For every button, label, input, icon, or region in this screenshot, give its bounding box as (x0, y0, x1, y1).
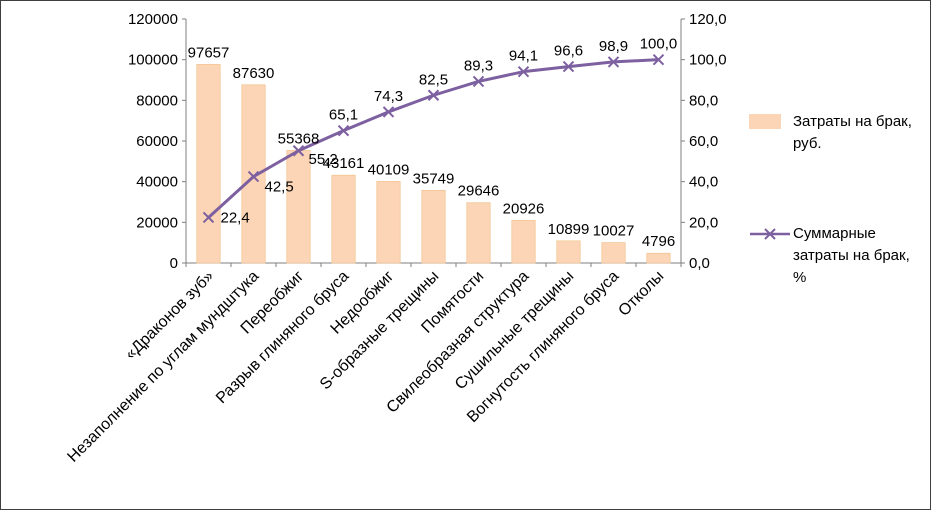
x-marker-icon (472, 75, 485, 88)
cumulative-pct-label: 100,0 (640, 36, 678, 53)
cumulative-pct-label: 82,5 (419, 71, 448, 88)
legend-item-line-series: Суммарные затраты на брак, % (749, 223, 927, 289)
cumulative-pct-label: 89,3 (464, 57, 493, 74)
cumulative-pct-label: 22,4 (221, 209, 250, 226)
bar (556, 240, 581, 264)
bar-value-label: 29646 (458, 183, 500, 200)
x-axis-category-label: Незаполнение по углам мундштука (64, 268, 262, 466)
x-axis-category-label: Отколы (615, 268, 667, 320)
x-marker-icon (517, 65, 530, 78)
x-marker-icon (382, 106, 395, 118)
right-axis-tick-label: 100,0 (689, 52, 727, 69)
x-marker-icon (337, 124, 350, 137)
bar-value-label: 40109 (368, 161, 410, 178)
bar-value-label: 10899 (548, 221, 590, 238)
right-axis-tick-label: 60,0 (689, 133, 718, 150)
legend-label-line-series: Суммарные затраты на брак, % (793, 225, 910, 286)
legend-label-bar-series: Затраты на брак, руб. (793, 113, 912, 152)
bar-value-label: 20926 (503, 200, 545, 217)
right-axis-tick-label: 0,0 (689, 255, 710, 272)
x-marker-icon (292, 145, 305, 157)
right-axis-tick-label: 80,0 (689, 92, 718, 109)
left-axis-tick-label: 40000 (136, 174, 178, 191)
bar (286, 150, 311, 264)
cumulative-pct-label: 94,1 (509, 48, 538, 65)
bar (601, 242, 626, 264)
bar-value-label: 55368 (278, 130, 320, 147)
right-axis-tick-label: 40,0 (689, 174, 718, 191)
cumulative-pct-label: 74,3 (374, 88, 403, 105)
x-marker-icon (607, 56, 620, 68)
bar (196, 64, 221, 264)
cumulative-pct-label: 55,2 (309, 151, 338, 168)
cumulative-pct-label: 96,6 (554, 43, 583, 60)
right-axis-tick-label: 120,0 (689, 11, 727, 28)
line-series-swatch-icon (750, 228, 790, 240)
bar (241, 84, 266, 264)
bar-value-label: 4796 (642, 233, 675, 250)
legend-item-bar-series: Затраты на брак, руб. (749, 111, 927, 155)
bar (331, 174, 356, 264)
x-marker-icon (202, 211, 215, 224)
bar-value-label: 43161 (323, 155, 365, 172)
x-marker-icon (562, 60, 575, 73)
bar (646, 252, 671, 264)
bar (511, 220, 536, 264)
bar (376, 181, 401, 264)
cumulative-pct-label: 98,9 (599, 38, 628, 55)
left-axis-tick-label: 100000 (128, 52, 178, 69)
line-series-swatch-cell (749, 223, 793, 247)
left-axis-tick-label: 20000 (136, 214, 178, 231)
left-axis-tick-label: 60000 (136, 133, 178, 150)
bar (466, 202, 491, 264)
x-marker-icon (427, 89, 440, 101)
bar-value-label: 10027 (593, 223, 635, 240)
x-marker-icon (652, 53, 665, 66)
cumulative-pct-label: 65,1 (329, 107, 358, 124)
right-axis-tick-label: 20,0 (689, 214, 718, 231)
bar-value-label: 87630 (233, 65, 275, 82)
cumulative-pct-label: 42,5 (265, 179, 294, 196)
bar-series-swatch-icon (749, 114, 781, 129)
chart-legend: Затраты на брак, руб. Суммарные затраты … (749, 111, 927, 289)
bar-value-label: 97657 (188, 44, 230, 61)
bar-value-label: 35749 (413, 170, 455, 187)
left-axis-tick-label: 120000 (128, 11, 178, 28)
left-axis-tick-label: 80000 (136, 92, 178, 109)
x-marker-icon (247, 170, 260, 183)
bar-series-swatch-cell (749, 111, 793, 134)
left-axis-tick-label: 0 (170, 255, 178, 272)
bar (421, 189, 446, 264)
